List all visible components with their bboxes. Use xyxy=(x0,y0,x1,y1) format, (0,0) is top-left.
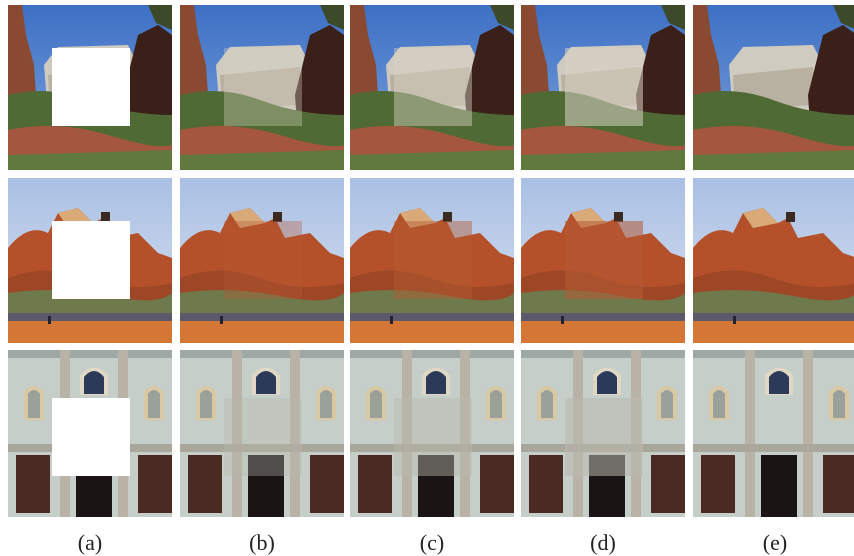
inpainted-region xyxy=(565,398,643,476)
inpainted-region xyxy=(565,48,643,126)
caption: (c) xyxy=(420,530,444,555)
inpainted-region xyxy=(565,221,643,299)
inpainted-region xyxy=(224,48,302,126)
captions: (a) (b) (c) (d) (e) xyxy=(78,530,787,555)
photo xyxy=(693,5,854,170)
inpainted-region xyxy=(224,221,302,299)
image-grid xyxy=(8,5,854,517)
caption: (e) xyxy=(763,530,787,555)
photo xyxy=(693,178,854,343)
inpainted-region xyxy=(394,221,472,299)
inpainted-region xyxy=(394,48,472,126)
caption: (d) xyxy=(590,530,616,555)
mask-region xyxy=(52,221,130,299)
inpainted-region xyxy=(224,398,302,476)
caption: (a) xyxy=(78,530,102,555)
caption: (b) xyxy=(249,530,275,555)
inpainted-region xyxy=(394,398,472,476)
mask-region xyxy=(52,398,130,476)
mask-region xyxy=(52,48,130,126)
photo xyxy=(693,350,854,517)
